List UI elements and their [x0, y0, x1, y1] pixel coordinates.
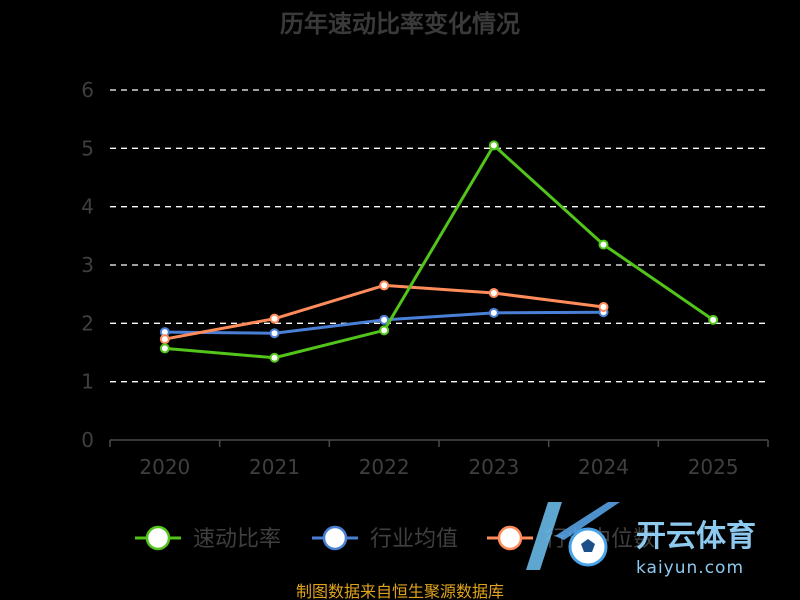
watermark-domain: kaiyun.com [636, 558, 744, 578]
data-point [488, 140, 499, 151]
legend-label: 速动比率 [193, 527, 281, 552]
data-point [488, 288, 499, 298]
data-point [379, 325, 390, 336]
legend-marker [322, 525, 348, 551]
data-point [159, 343, 170, 354]
y-tick-label: 4 [81, 195, 94, 219]
data-point [488, 307, 499, 318]
series-0 [159, 140, 719, 363]
chart-title: 历年速动比率变化情况 [280, 10, 520, 38]
y-tick-label: 0 [81, 428, 94, 452]
series [159, 140, 719, 363]
y-tick-label: 2 [81, 311, 94, 335]
y-tick-label: 1 [81, 370, 94, 394]
series-1 [159, 307, 609, 339]
data-point [708, 314, 719, 325]
data-point [598, 239, 609, 250]
data-point [379, 314, 390, 325]
x-tick-label: 2022 [359, 455, 410, 479]
data-point [379, 280, 390, 291]
x-tick-label: 2020 [139, 455, 190, 479]
data-point [269, 352, 280, 363]
watermark-brand: 开云体育 [636, 519, 756, 554]
x-tick-label: 2025 [688, 455, 739, 479]
data-point [269, 313, 280, 324]
y-tick-label: 6 [81, 78, 94, 102]
y-tick-label: 5 [81, 136, 94, 160]
y-tick-label: 3 [81, 253, 94, 277]
data-point [269, 328, 280, 339]
legend-item-1[interactable]: 行业均值 [312, 525, 458, 552]
x-tick-label: 2023 [468, 455, 519, 479]
data-point [159, 334, 170, 345]
source-note: 制图数据来自恒生聚源数据库 [296, 582, 504, 600]
x-tick-label: 2021 [249, 455, 300, 479]
series-2 [159, 280, 609, 345]
watermark-logo: 开云体育 kaiyun.com [526, 502, 756, 578]
series-line-0 [164, 143, 715, 360]
axes: 0 1 2 3 4 5 6 2020 2021 2022 2023 2024 2025 [81, 78, 769, 479]
data-point [598, 302, 609, 312]
legend-marker [145, 525, 171, 551]
legend-marker [497, 525, 523, 551]
legend-item-0[interactable]: 速动比率 [135, 525, 281, 552]
x-tick-label: 2024 [578, 455, 629, 479]
legend-label: 行业均值 [370, 527, 458, 552]
k-logo-icon [526, 502, 620, 570]
